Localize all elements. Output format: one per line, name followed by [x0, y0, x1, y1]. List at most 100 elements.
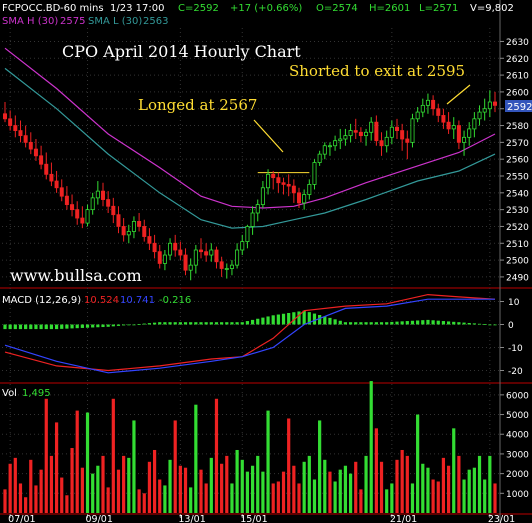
macd-histogram-bar	[75, 324, 79, 329]
price-tick-label: 2570	[506, 139, 529, 149]
candle-up	[90, 197, 95, 211]
candle-down	[59, 187, 64, 197]
macd-histogram-bar	[488, 324, 492, 326]
volume-bar	[343, 465, 348, 513]
macd-histogram-bar	[271, 315, 275, 325]
candle-up	[126, 231, 131, 236]
macd-histogram-bar	[333, 319, 337, 325]
macd-histogram-bar	[323, 316, 327, 325]
candle-down	[291, 185, 296, 194]
x-tick-label: 09/01	[86, 514, 113, 523]
macd-histogram-bar	[348, 322, 353, 325]
volume-bar	[446, 465, 451, 513]
candle-down	[183, 254, 188, 271]
candle-down	[28, 141, 33, 150]
sma-l-label: SMA L (30)	[88, 16, 142, 27]
candle-down	[271, 173, 276, 179]
candle-down	[49, 173, 54, 182]
macd-histogram-bar	[163, 322, 167, 325]
candle-up	[168, 242, 173, 256]
macd-label: MACD (12,26,9)	[2, 295, 81, 306]
volume-bar	[240, 459, 244, 513]
macd-histogram-bar	[354, 322, 358, 325]
candle-up	[260, 187, 265, 205]
candle-down	[147, 236, 152, 244]
macd-histogram-bar	[116, 324, 121, 326]
candle-up	[462, 136, 467, 143]
macd-histogram-bar	[34, 324, 38, 330]
candle-down	[121, 226, 126, 236]
volume-bar	[287, 418, 291, 513]
macd-histogram-bar	[452, 321, 456, 325]
volume-bar	[405, 455, 409, 513]
macd-histogram-bar	[127, 324, 131, 326]
volume-bar	[158, 479, 162, 513]
price-tick-label: 2500	[506, 257, 529, 267]
candle-down	[157, 251, 162, 264]
macd-histogram-bar	[49, 324, 54, 330]
volume-bar	[400, 449, 404, 513]
vol-label: Vol	[2, 388, 17, 399]
volume-bar	[261, 471, 265, 513]
candle-down	[358, 131, 363, 137]
header-datetime: 1/23 17:00	[110, 3, 164, 14]
volume-bar	[390, 483, 394, 513]
candle-up	[384, 136, 389, 147]
macd-histogram-bar	[343, 322, 348, 325]
volume-bar	[250, 465, 255, 513]
candle-up	[193, 249, 198, 266]
macd-histogram-bar	[91, 324, 95, 328]
macd-histogram-bar	[477, 323, 482, 325]
volume-bar	[54, 422, 59, 513]
signal-line	[4, 298, 495, 374]
volume-bar	[379, 461, 384, 513]
candle-up	[235, 249, 240, 266]
volume-bar	[24, 497, 28, 513]
macd-histogram-bar	[80, 324, 84, 328]
volume-bar	[297, 483, 301, 513]
macd-histogram-bar	[18, 324, 23, 330]
volume-bar	[91, 473, 95, 513]
macd-histogram-bar	[281, 313, 286, 325]
volume-bar	[29, 459, 33, 513]
volume-bar	[488, 455, 492, 513]
volume-bar	[220, 463, 224, 513]
macd-histogram-bar	[472, 323, 476, 325]
volume-bar	[416, 414, 420, 513]
volume-bar	[338, 469, 342, 513]
macd-histogram-bar	[101, 324, 105, 328]
macd-histogram-bar	[338, 320, 342, 325]
signal-value: 10.741	[120, 295, 155, 306]
volume-bar	[307, 455, 311, 513]
volume-bar	[189, 487, 193, 513]
volume-bar	[178, 465, 182, 513]
candle-down	[219, 261, 224, 269]
candle-up	[229, 264, 234, 269]
macd-histogram-bar	[189, 322, 193, 325]
volume-bar	[281, 471, 286, 513]
candle-up	[224, 268, 229, 270]
candle-up	[255, 204, 260, 214]
macd-histogram-bar	[183, 322, 188, 325]
candle-down	[3, 113, 8, 120]
candle-down	[101, 190, 106, 200]
candle-down	[18, 130, 23, 137]
candle-down	[394, 126, 399, 131]
volume-bar	[127, 457, 131, 513]
volume-bar	[276, 481, 280, 513]
volume-bar	[467, 469, 471, 513]
macd-histogram-bar	[158, 322, 162, 325]
candle-up	[131, 221, 136, 232]
volume-bar	[60, 477, 64, 513]
macd-histogram-bar	[379, 322, 384, 325]
candle-up	[477, 111, 482, 120]
macd-tick-label: -10	[508, 344, 523, 354]
histogram-value: -0.216	[159, 295, 191, 306]
macd-histogram-bar	[85, 324, 90, 328]
macd-histogram-bar	[328, 317, 332, 325]
candle-down	[446, 121, 451, 130]
candle-up	[240, 241, 245, 251]
macd-histogram-bar	[8, 324, 12, 330]
price-tick-label: 2560	[506, 156, 529, 166]
vol-value: 1,495	[22, 388, 51, 399]
